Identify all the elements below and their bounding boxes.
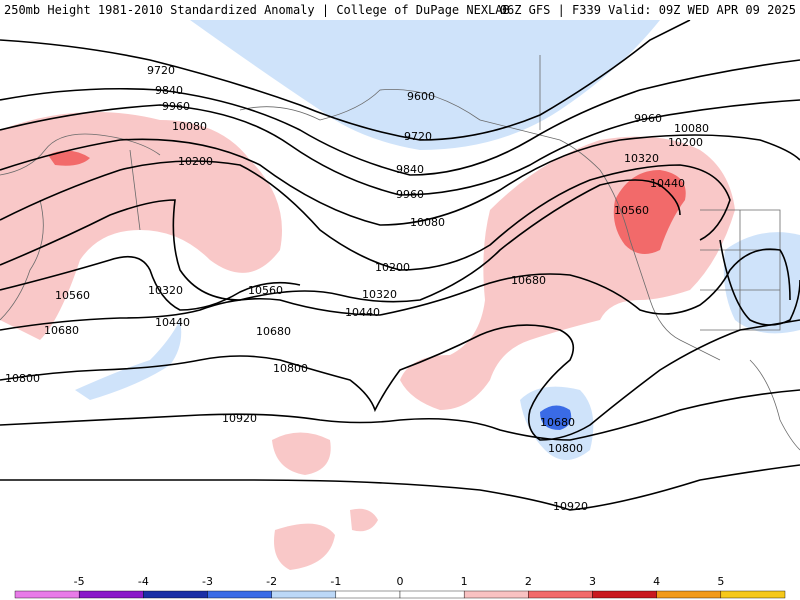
contour-label-west-10080: 10080 <box>172 120 207 133</box>
contour-label-west-10800: 10800 <box>5 372 40 385</box>
contour-label-mid-9600: 9600 <box>407 90 435 103</box>
height-contours <box>0 20 800 511</box>
colorbar-cell <box>78 590 144 599</box>
colorbar-tick-label: 4 <box>653 575 660 588</box>
contour-label-east-10560: 10560 <box>614 204 649 217</box>
colorbar-cell <box>399 590 465 599</box>
colorbar-cell <box>720 590 786 599</box>
colorbar-tick-label: -3 <box>202 575 213 588</box>
title-bar: 250mb Height 1981-2010 Standardized Anom… <box>0 0 800 20</box>
colorbar-cell <box>143 590 208 599</box>
contour-label-west-10560: 10560 <box>55 289 90 302</box>
contour-label-mid-9840: 9840 <box>396 163 424 176</box>
colorbar-tick-label: -2 <box>266 575 277 588</box>
contour-label-cutoff-10680: 10680 <box>540 416 575 429</box>
colorbar-cell <box>592 590 657 599</box>
contour-label-east-10080: 10080 <box>674 122 709 135</box>
contour-label-east-10920: 10920 <box>553 500 588 513</box>
colorbar-cell <box>271 590 337 599</box>
contour-label-east-10200: 10200 <box>668 136 703 149</box>
contour-label-west-10440: 10440 <box>155 316 190 329</box>
contour-label-mid-10560: 10560 <box>248 284 283 297</box>
anomaly-colorbar: -5 -4 -3 -2 -1 0 1 2 3 4 5 <box>0 570 800 600</box>
colorbar-cell <box>14 590 80 599</box>
colorbar-cell <box>335 590 401 599</box>
geography-lines <box>0 55 800 451</box>
contour-label-east-10440: 10440 <box>650 177 685 190</box>
contour-label-west-9960: 9960 <box>162 100 190 113</box>
contour-label-mid-10080: 10080 <box>410 216 445 229</box>
colorbar-cell <box>656 590 722 599</box>
colorbar-tick-label: 2 <box>525 575 532 588</box>
colorbar-cells <box>14 590 786 599</box>
colorbar-tick-label: -5 <box>74 575 85 588</box>
colorbar-cell <box>207 590 272 599</box>
contour-labels: 9720 9840 9960 10080 10200 10320 10440 1… <box>5 64 709 513</box>
colorbar-cell <box>528 590 593 599</box>
contour-label-west-10680: 10680 <box>44 324 79 337</box>
contour-label-west-9840: 9840 <box>155 84 183 97</box>
contour-label-mid-9720: 9720 <box>404 130 432 143</box>
contour-label-east-10320: 10320 <box>624 152 659 165</box>
contour-label-east-9960: 9960 <box>634 112 662 125</box>
colorbar-tick-label: 3 <box>589 575 596 588</box>
colorbar-tick-label: -4 <box>138 575 149 588</box>
map-title: 250mb Height 1981-2010 Standardized Anom… <box>4 3 510 17</box>
colorbar-tick-labels: -5 -4 -3 -2 -1 0 1 2 3 4 5 <box>74 575 725 588</box>
contour-label-mid-10320: 10320 <box>362 288 397 301</box>
contour-label-west-10200: 10200 <box>178 155 213 168</box>
contour-label-mid-10440: 10440 <box>345 306 380 319</box>
contour-label-east-10800-north: 10800 <box>273 362 308 375</box>
contour-label-east-10680-ridge: 10680 <box>511 274 546 287</box>
contour-label-mid-9960: 9960 <box>396 188 424 201</box>
contour-label-west-10320: 10320 <box>148 284 183 297</box>
contour-label-mid-10680: 10680 <box>256 325 291 338</box>
contour-label-east-10800: 10800 <box>548 442 583 455</box>
anomaly-map: 9720 9840 9960 10080 10200 10320 10440 1… <box>0 20 800 570</box>
colorbar-tick-label: 5 <box>717 575 724 588</box>
model-run-info: 06Z GFS | F339 Valid: 09Z WED APR 09 202… <box>499 3 796 17</box>
contour-label-mid-10200: 10200 <box>375 261 410 274</box>
colorbar-tick-label: -1 <box>330 575 341 588</box>
contour-label-west-9720: 9720 <box>147 64 175 77</box>
contour-label-west-10920: 10920 <box>222 412 257 425</box>
colorbar-tick-label: 1 <box>461 575 468 588</box>
colorbar-cell <box>463 590 529 599</box>
colorbar-tick-label: 0 <box>397 575 404 588</box>
strong-negative-anomaly <box>540 405 572 430</box>
